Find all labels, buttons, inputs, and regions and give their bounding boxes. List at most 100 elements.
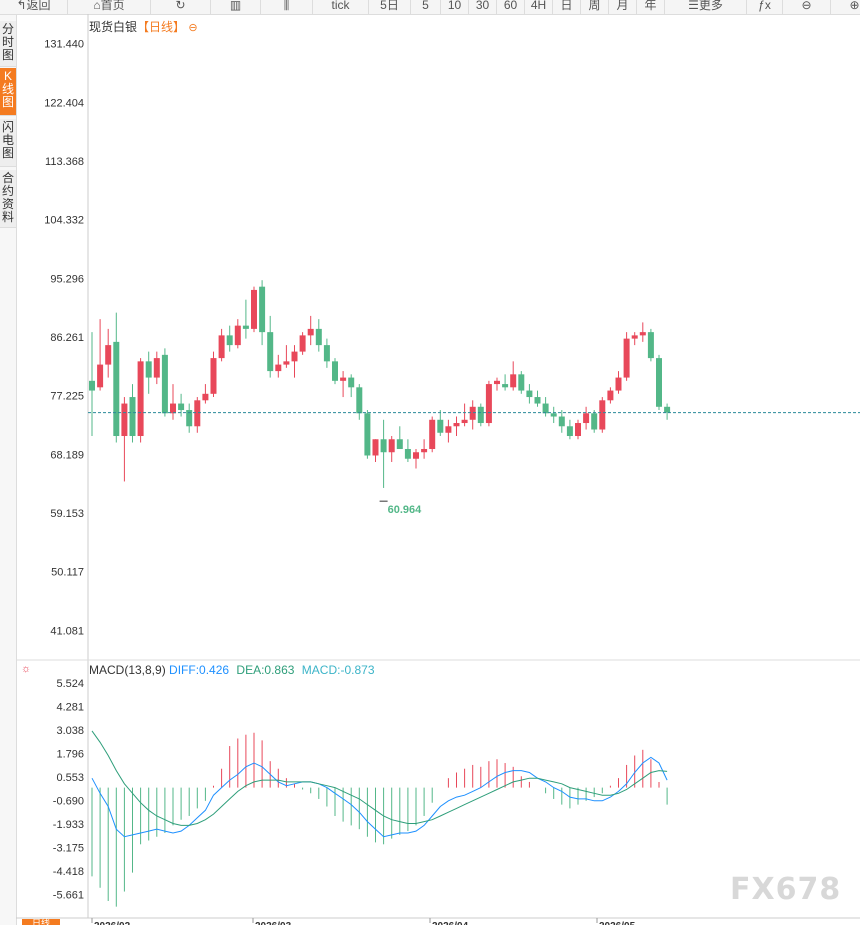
toolbar-label: 更多 <box>698 0 723 12</box>
diff-line <box>91 756 668 838</box>
refresh-icon: ↻ <box>175 0 186 12</box>
diff-value: DIFF:0.426 <box>169 663 230 677</box>
sidebar-tab-2[interactable]: 闪电图 <box>0 119 16 167</box>
candle-body <box>89 380 95 391</box>
candle-body <box>404 448 411 459</box>
candle-body <box>137 361 144 437</box>
toolbar-refresh-button[interactable]: ↻ <box>151 0 211 14</box>
candle-body <box>186 410 193 427</box>
zoom-in-icon: ⊕ <box>849 0 860 12</box>
candle-body <box>469 406 476 420</box>
candle-body <box>340 377 347 381</box>
y-tick-label: 113.368 <box>45 156 84 168</box>
macd-y-tick-label: -5.661 <box>53 890 84 902</box>
candle-body <box>129 397 136 437</box>
toolbar-menu-button[interactable]: ☰更多 <box>665 0 747 14</box>
macd-y-tick-label: -4.418 <box>53 866 84 878</box>
menu-icon: ☰ <box>688 0 699 12</box>
candle-body <box>575 423 581 437</box>
toolbar-candlestick-button[interactable]: ⫼ <box>261 0 313 14</box>
macd-settings-icon[interactable]: ☼ <box>21 663 31 675</box>
candle-body <box>518 374 525 391</box>
toolbar-zoom-out-button[interactable]: ⊖ <box>783 0 831 14</box>
macd-y-tick-label: 3.038 <box>56 725 84 737</box>
candle-body <box>631 335 638 339</box>
formula-icon: ƒx <box>758 0 771 12</box>
candle-body <box>178 403 185 411</box>
macd-label: MACD(13,8,9) <box>89 663 166 677</box>
toolbar-period-12-button[interactable]: 日 <box>553 0 581 14</box>
candle-body <box>161 354 168 414</box>
macd-y-tick-label: 1.796 <box>56 749 84 761</box>
candle-body <box>291 351 298 362</box>
candle-body <box>526 390 533 398</box>
candle-body <box>194 400 201 427</box>
toolbar-period-5-button[interactable]: tick <box>313 0 369 14</box>
toolbar-period-6-button[interactable]: 5日 <box>369 0 411 14</box>
toolbar-period-15-button[interactable]: 年 <box>637 0 665 14</box>
candle-body <box>664 406 671 413</box>
sidebar-tab-0[interactable]: 分时图 <box>0 21 16 67</box>
candle-body <box>485 384 492 424</box>
toolbar-zoom-in-button[interactable]: ⊕ <box>831 0 860 14</box>
toolbar-period-11-button[interactable]: 4H <box>525 0 553 14</box>
candle-body <box>607 390 614 401</box>
toolbar-label: 5 <box>422 0 429 12</box>
toolbar-home-button[interactable]: ⌂首页 <box>68 0 151 14</box>
instrument-name: 现货白银 <box>89 20 138 34</box>
candle-body <box>267 332 274 372</box>
candle-body <box>566 426 573 437</box>
toolbar-label: 周 <box>588 0 601 12</box>
zoom-out-icon: ⊖ <box>801 0 812 12</box>
macd-y-tick-label: 4.281 <box>56 702 84 714</box>
candle-body <box>429 419 436 449</box>
toolbar-bar-chart-button[interactable]: ▥ <box>211 0 261 14</box>
candle-body <box>461 419 468 424</box>
candle-body <box>218 335 225 359</box>
toolbar-label: 30 <box>475 0 490 12</box>
candle-body <box>202 393 209 401</box>
candle-body <box>615 377 622 391</box>
toolbar-label: 首页 <box>100 0 125 12</box>
settings-icon[interactable]: ⊖ <box>188 22 198 34</box>
watermark: FX678 <box>730 872 842 907</box>
sidebar-tab-1[interactable]: K线图 <box>0 68 16 116</box>
x-tick-label: 2026/05 <box>599 921 636 925</box>
y-tick-label: 77.225 <box>50 391 84 403</box>
toolbar-formula-button[interactable]: ƒx <box>747 0 783 14</box>
candle-body <box>234 325 241 346</box>
bottom-period-tab <box>22 919 60 925</box>
toolbar-back-arrow-button[interactable]: ↰返回 <box>0 0 68 14</box>
macd-value: MACD:-0.873 <box>301 663 375 677</box>
period-label: 【日线】 <box>137 20 186 34</box>
candle-body <box>502 384 509 388</box>
candle-body <box>113 341 120 437</box>
candle-body <box>332 361 338 381</box>
candle-body <box>380 439 387 453</box>
toolbar-period-10-button[interactable]: 60 <box>497 0 525 14</box>
candle-body <box>210 358 217 394</box>
candle-body <box>445 426 452 433</box>
candle-body <box>656 358 662 407</box>
toolbar-period-14-button[interactable]: 月 <box>609 0 637 14</box>
candle-body <box>558 416 565 427</box>
back-arrow-icon: ↰ <box>16 0 27 12</box>
candle-body <box>591 413 598 430</box>
macd-y-tick-label: -1.933 <box>53 819 84 831</box>
toolbar-period-9-button[interactable]: 30 <box>469 0 497 14</box>
candle-body <box>421 448 428 453</box>
sidebar-tab-3[interactable]: 合约资料 <box>0 170 16 228</box>
macd-y-tick-label: -0.690 <box>53 796 84 808</box>
toolbar-label: 4H <box>530 0 547 12</box>
candle-body <box>121 403 128 437</box>
y-tick-label: 41.081 <box>50 625 84 637</box>
toolbar-period-8-button[interactable]: 10 <box>441 0 469 14</box>
dea-value: DEA:0.863 <box>236 663 295 677</box>
x-tick-label: 2026/03 <box>255 921 292 925</box>
macd-y-tick-label: -3.175 <box>53 843 84 855</box>
toolbar-period-7-button[interactable]: 5 <box>411 0 441 14</box>
candle-body <box>639 332 646 336</box>
toolbar-period-13-button[interactable]: 周 <box>581 0 609 14</box>
candle-body <box>153 358 160 378</box>
